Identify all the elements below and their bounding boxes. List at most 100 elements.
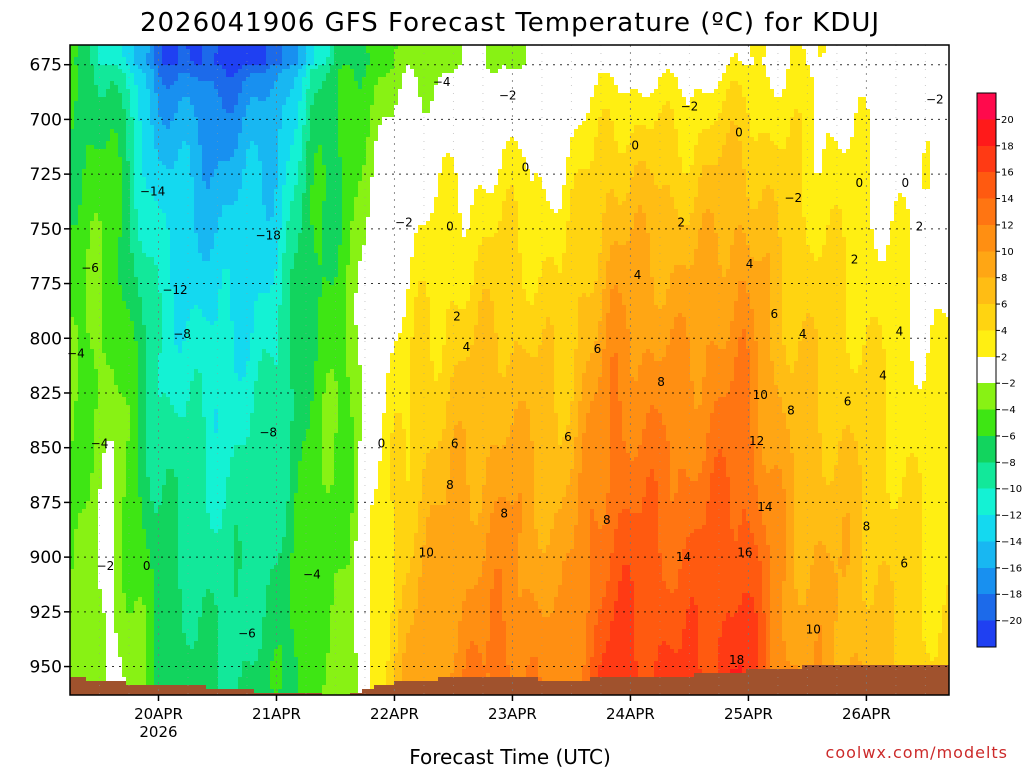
field-cell [98, 229, 102, 233]
field-cell [186, 305, 190, 309]
field-cell [178, 585, 182, 589]
field-cell [118, 125, 122, 129]
field-cell [94, 245, 98, 249]
field-cell [142, 457, 146, 461]
field-cell [102, 601, 106, 605]
field-cell [142, 497, 146, 501]
field-cell [114, 625, 118, 629]
field-cell [126, 337, 130, 341]
field-cell [114, 377, 118, 381]
field-cell [98, 233, 102, 237]
field-cell [86, 629, 90, 633]
field-cell [94, 313, 98, 317]
field-cell [114, 273, 118, 277]
field-cell [86, 617, 90, 621]
field-cell [130, 69, 134, 73]
field-cell [74, 381, 78, 385]
field-cell [154, 137, 158, 141]
field-cell [82, 285, 86, 289]
field-cell [86, 81, 90, 85]
field-cell [162, 513, 166, 517]
field-cell [102, 297, 106, 301]
field-cell [122, 417, 126, 421]
field-cell [170, 69, 174, 73]
field-cell [134, 601, 138, 605]
field-cell [146, 321, 150, 325]
field-cell [78, 145, 82, 149]
field-cell [146, 269, 150, 273]
field-cell [190, 245, 194, 249]
field-cell [98, 613, 102, 617]
field-cell [78, 637, 82, 641]
field-cell [90, 481, 94, 485]
field-cell [90, 537, 94, 541]
field-cell [74, 73, 78, 77]
field-cell [186, 273, 190, 277]
field-cell [90, 605, 94, 609]
field-cell [154, 629, 158, 633]
field-cell [98, 385, 102, 389]
field-cell [142, 501, 146, 505]
field-cell [166, 189, 170, 193]
field-cell [130, 281, 134, 285]
field-cell [98, 489, 102, 493]
field-cell [186, 49, 190, 53]
field-cell [170, 137, 174, 141]
field-cell [146, 65, 150, 69]
field-cell [170, 541, 174, 545]
field-cell [82, 669, 86, 673]
field-cell [154, 669, 158, 673]
field-cell [102, 329, 106, 333]
field-cell [90, 253, 94, 257]
field-cell [166, 489, 170, 493]
field-cell [190, 205, 194, 209]
field-cell [74, 669, 78, 673]
field-cell [110, 601, 114, 605]
field-cell [146, 261, 150, 265]
field-cell [130, 677, 134, 681]
field-cell [182, 525, 186, 529]
field-cell [78, 661, 82, 665]
field-cell [98, 125, 102, 129]
field-cell [170, 357, 174, 361]
field-cell [90, 393, 94, 397]
field-cell [150, 545, 154, 549]
field-cell [110, 573, 114, 577]
field-cell [158, 405, 162, 409]
field-cell [86, 133, 90, 137]
field-cell [90, 425, 94, 429]
field-cell [74, 149, 78, 153]
field-cell [182, 481, 186, 485]
field-cell [154, 265, 158, 269]
field-cell [178, 529, 182, 533]
field-cell [130, 413, 134, 417]
field-cell [78, 293, 82, 297]
field-cell [126, 489, 130, 493]
field-cell [190, 413, 194, 417]
field-cell [178, 93, 182, 97]
field-cell [190, 301, 194, 305]
field-cell [170, 429, 174, 433]
field-cell [146, 461, 150, 465]
field-cell [114, 117, 118, 121]
field-cell [154, 573, 158, 577]
field-cell [174, 577, 178, 581]
field-cell [98, 113, 102, 117]
field-cell [154, 261, 158, 265]
field-cell [74, 593, 78, 597]
field-cell [158, 649, 162, 653]
field-cell [78, 161, 82, 165]
field-cell [90, 197, 94, 201]
field-cell [146, 369, 150, 373]
field-cell [74, 625, 78, 629]
field-cell [182, 241, 186, 245]
field-cell [154, 369, 158, 373]
field-cell [102, 369, 106, 373]
field-cell [78, 49, 82, 53]
field-cell [126, 641, 130, 645]
field-cell [94, 465, 98, 469]
field-cell [190, 397, 194, 401]
field-cell [162, 169, 166, 173]
field-cell [110, 317, 114, 321]
field-cell [174, 417, 178, 421]
